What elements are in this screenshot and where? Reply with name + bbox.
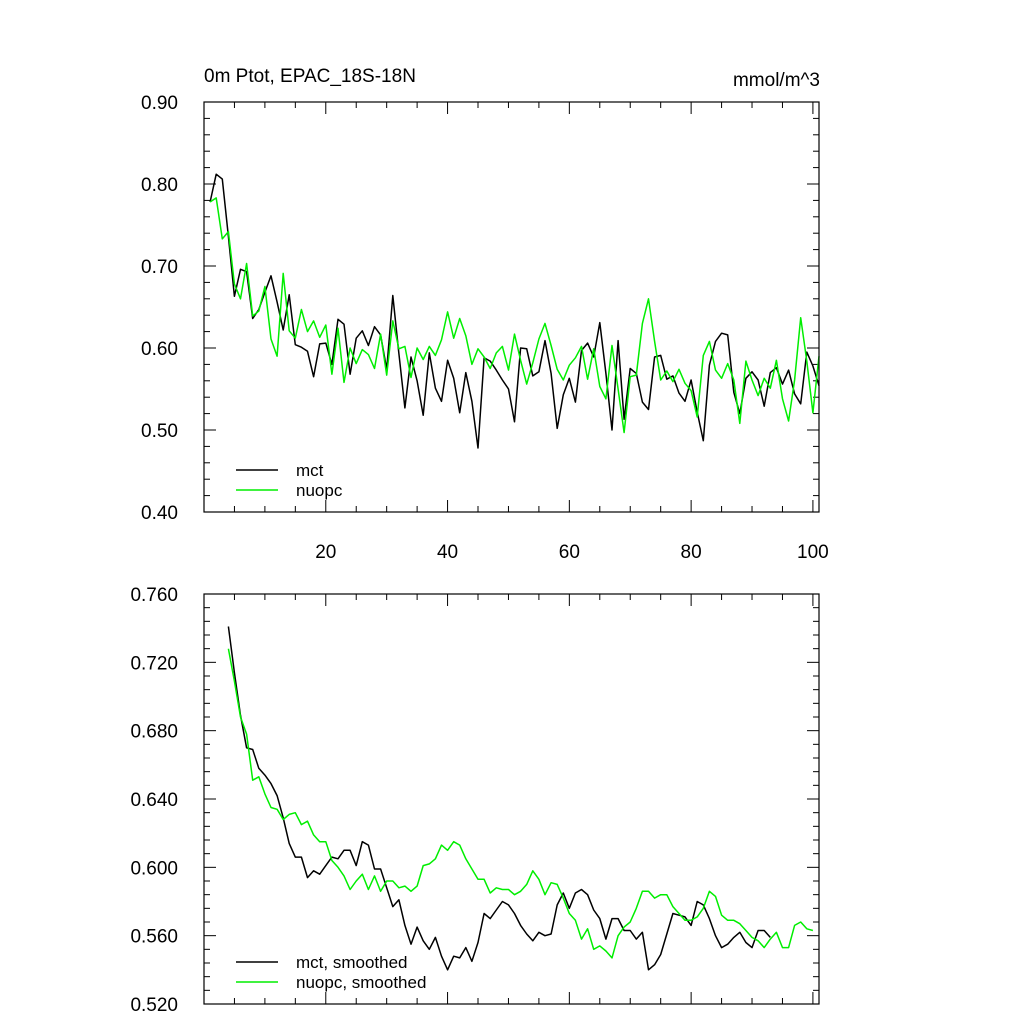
x-tick-label: 100 <box>797 542 829 563</box>
y-tick-label: 0.560 <box>130 927 178 948</box>
y-tick-label: 0.720 <box>130 653 178 674</box>
units-label: mmol/m^3 <box>733 70 820 91</box>
y-tick-label: 0.640 <box>130 790 178 811</box>
series-line-mct <box>209 173 820 449</box>
y-tick-label: 0.80 <box>141 175 178 196</box>
y-tick-label: 0.520 <box>130 995 178 1016</box>
chart-title: 0m Ptot, EPAC_18S-18N <box>204 66 416 87</box>
y-tick-label: 0.680 <box>130 722 178 743</box>
top-plot-frame <box>203 101 820 513</box>
top-legend: mct nuopc <box>236 461 343 500</box>
x-tick-label: 40 <box>437 542 458 563</box>
y-tick-label: 0.600 <box>130 858 178 879</box>
top-y-tick-labels: 0.40 0.50 0.60 0.70 0.80 0.90 <box>141 93 178 524</box>
bottom-plot-frame <box>203 593 820 1005</box>
bottom-panel: 0.520 0.560 0.600 0.640 0.680 0.720 0.760 mct,… <box>130 585 820 1016</box>
bottom-legend: mct, smoothed nuopc, smoothed <box>236 953 426 992</box>
top-axis-ticks <box>204 101 819 513</box>
y-tick-label: 0.60 <box>141 339 178 360</box>
y-tick-label: 0.760 <box>130 585 178 606</box>
legend-label-nuopc-smoothed: nuopc, smoothed <box>296 973 426 992</box>
y-tick-label: 0.70 <box>141 257 178 278</box>
legend-label-mct: mct <box>296 461 324 480</box>
bottom-series-lines <box>227 626 814 971</box>
bottom-y-tick-labels: 0.520 0.560 0.600 0.640 0.680 0.720 0.760 <box>130 585 178 1016</box>
bottom-axis-ticks <box>204 593 819 1005</box>
series-line-nuopc <box>209 197 820 434</box>
series-line-nuopc-smoothed <box>227 648 814 959</box>
x-tick-label: 60 <box>559 542 580 563</box>
y-tick-label: 0.40 <box>141 503 178 524</box>
legend-label-mct-smoothed: mct, smoothed <box>296 953 408 972</box>
y-tick-label: 0.50 <box>141 421 178 442</box>
top-panel: 0m Ptot, EPAC_18S-18N mmol/m^3 0.400.500… <box>141 66 829 563</box>
top-x-tick-labels: 20 40 60 80 100 <box>315 542 829 563</box>
y-tick-label: 0.90 <box>141 93 178 114</box>
series-line-mct-smoothed <box>227 626 771 971</box>
legend-label-nuopc: nuopc <box>296 481 343 500</box>
x-tick-label: 80 <box>681 542 702 563</box>
x-tick-label: 20 <box>315 542 336 563</box>
top-series-lines <box>209 173 820 449</box>
